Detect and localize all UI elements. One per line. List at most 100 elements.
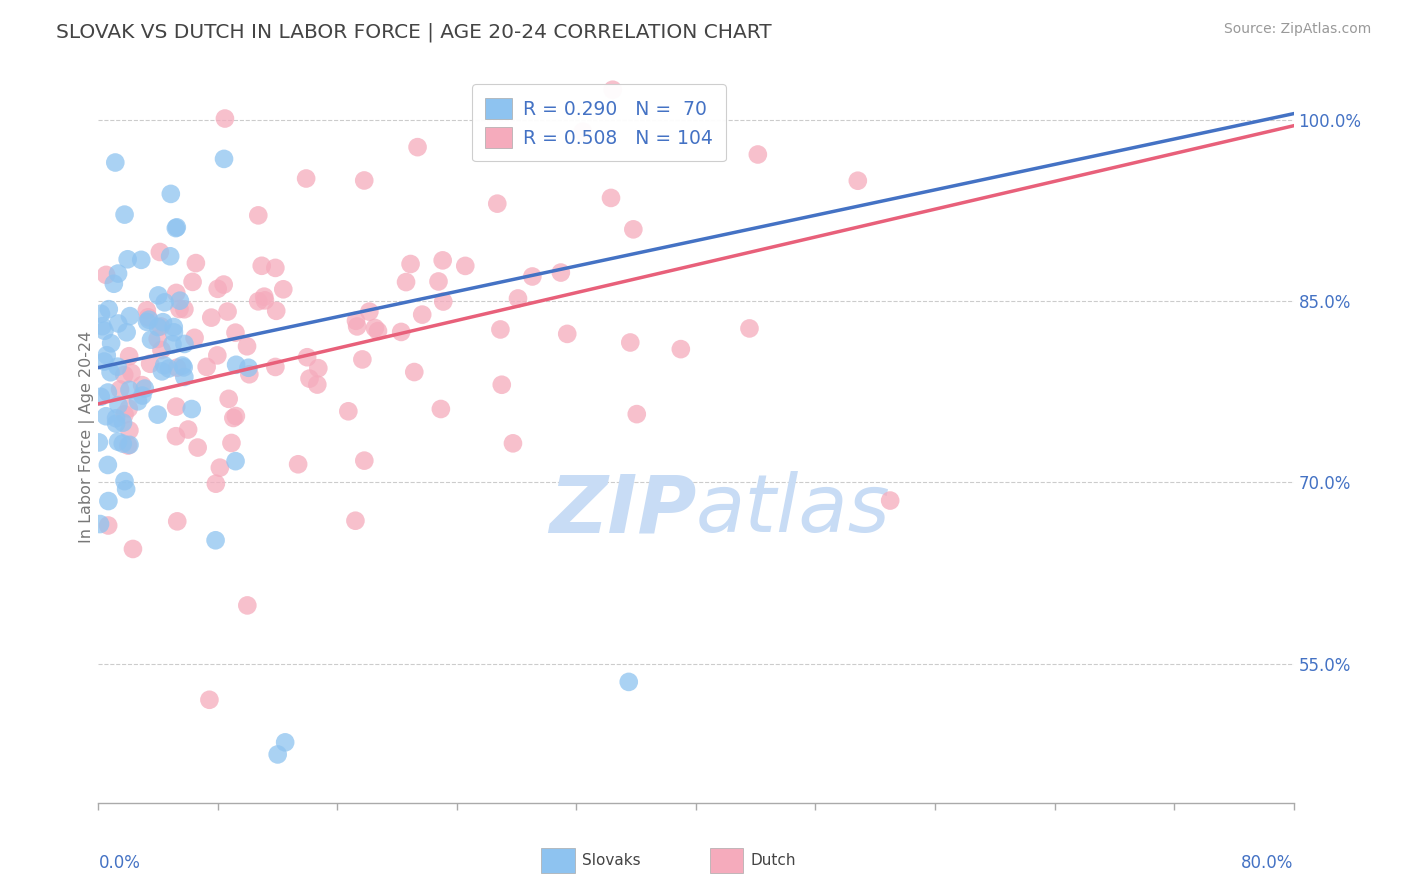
Point [295, 171, 318, 186]
Point [157, 361, 180, 376]
Point [169, 293, 191, 308]
Point [555, 326, 578, 341]
Point [225, 358, 247, 372]
Point [195, 359, 218, 374]
Point [264, 260, 287, 275]
Point [90, 307, 112, 321]
Point [118, 401, 141, 416]
Point [236, 339, 259, 353]
Point [430, 402, 453, 417]
Point [353, 173, 375, 187]
Point [617, 674, 640, 689]
Point [669, 342, 692, 356]
Point [253, 290, 276, 304]
Point [103, 277, 125, 291]
Point [287, 457, 309, 471]
Point [344, 314, 367, 328]
Point [295, 350, 318, 364]
Point [118, 383, 141, 397]
Text: 0.0%: 0.0% [98, 854, 141, 872]
Point [486, 196, 509, 211]
Point [107, 317, 129, 331]
Point [104, 155, 127, 169]
Point [159, 249, 181, 263]
Point [165, 285, 187, 300]
Point [107, 359, 129, 374]
Point [159, 186, 181, 201]
Point [97, 458, 120, 472]
Point [117, 252, 139, 267]
Point [96, 348, 118, 362]
Point [183, 331, 205, 345]
Point [97, 494, 120, 508]
Point [138, 312, 160, 326]
Bar [710, 848, 744, 873]
Point [165, 400, 187, 414]
Point [359, 304, 381, 318]
Point [127, 394, 149, 409]
Point [571, 125, 593, 139]
Point [117, 438, 139, 452]
Point [626, 407, 648, 421]
Point [353, 453, 375, 467]
Point [271, 282, 294, 296]
Point [218, 392, 240, 406]
Point [139, 357, 162, 371]
Point [115, 482, 138, 496]
Point [129, 252, 152, 267]
Point [107, 434, 129, 449]
Point [91, 319, 114, 334]
Text: ZIP: ZIP [548, 471, 696, 549]
Point [207, 348, 229, 362]
Point [97, 302, 120, 317]
Point [264, 303, 287, 318]
Text: SLOVAK VS DUTCH IN LABOR FORCE | AGE 20-24 CORRELATION CHART: SLOVAK VS DUTCH IN LABOR FORCE | AGE 20-… [56, 22, 772, 42]
Point [166, 220, 188, 235]
Point [846, 174, 869, 188]
Point [253, 293, 276, 308]
Point [214, 112, 236, 126]
Point [238, 360, 260, 375]
Point [94, 268, 117, 282]
Point [367, 324, 389, 338]
Point [307, 377, 329, 392]
Y-axis label: In Labor Force | Age 20-24: In Labor Force | Age 20-24 [79, 331, 96, 543]
Point [139, 333, 162, 347]
Point [879, 493, 901, 508]
Point [550, 266, 572, 280]
Text: Source: ZipAtlas.com: Source: ZipAtlas.com [1223, 22, 1371, 37]
Point [107, 267, 129, 281]
Point [389, 325, 412, 339]
Point [150, 364, 173, 378]
Point [600, 191, 623, 205]
Point [274, 735, 297, 749]
Text: Dutch: Dutch [751, 854, 796, 868]
Point [217, 304, 239, 318]
Point [198, 693, 221, 707]
Point [212, 277, 235, 292]
Point [131, 378, 153, 392]
Point [427, 275, 450, 289]
Point [432, 253, 454, 268]
Point [738, 321, 761, 335]
Point [118, 423, 141, 437]
Point [344, 514, 367, 528]
Point [136, 315, 159, 329]
Point [166, 360, 188, 375]
Point [114, 208, 136, 222]
Point [121, 366, 143, 380]
Point [115, 326, 138, 340]
Point [162, 337, 184, 351]
Point [108, 383, 131, 397]
Point [404, 365, 426, 379]
Point [619, 335, 641, 350]
Point [454, 259, 477, 273]
Point [491, 377, 513, 392]
Point [212, 152, 235, 166]
Point [111, 416, 134, 430]
Point [97, 385, 120, 400]
Point [97, 518, 120, 533]
Point [107, 398, 129, 412]
Point [100, 336, 122, 351]
Point [90, 390, 112, 404]
